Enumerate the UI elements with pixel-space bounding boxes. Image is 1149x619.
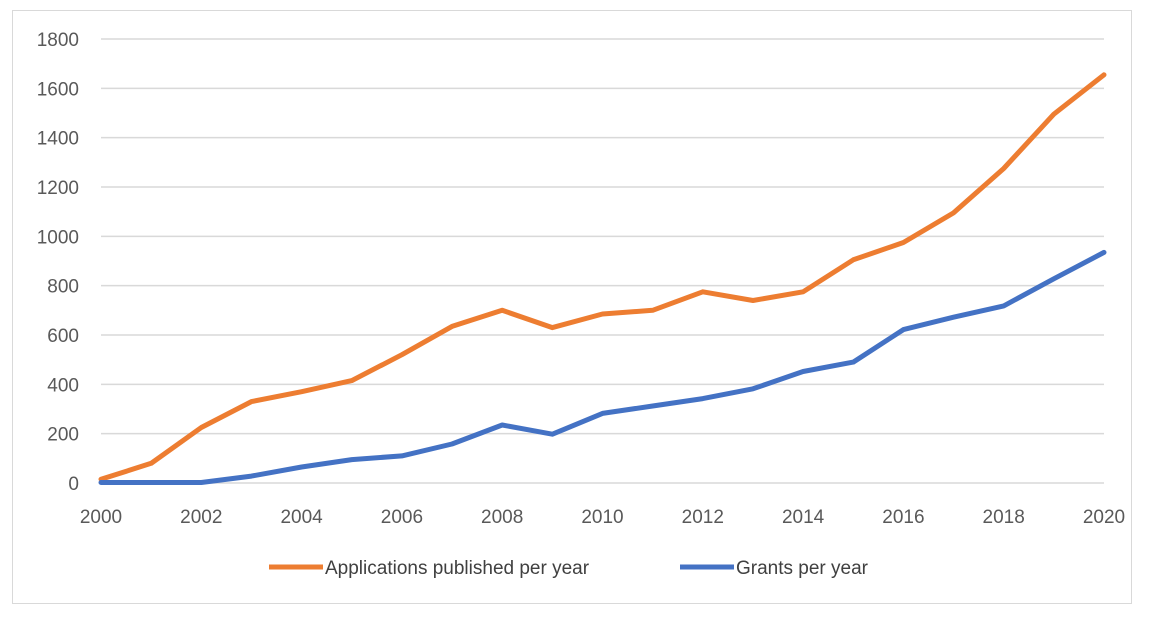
x-tick-label: 2000	[80, 507, 122, 528]
x-tick-label: 2006	[381, 507, 423, 528]
x-tick-label: 2010	[581, 507, 623, 528]
y-tick-label: 1200	[37, 178, 79, 199]
x-tick-label: 2020	[1083, 507, 1125, 528]
x-axis-ticks: 2000 2002 2004 2006 2008 2010 2012 2014 2016 2018…	[80, 507, 1125, 528]
series-lines	[98, 72, 1107, 485]
y-tick-label: 1400	[37, 129, 79, 150]
y-tick-label: 1800	[37, 30, 79, 51]
series-line-grants	[98, 249, 1107, 485]
y-tick-label: 200	[47, 425, 79, 446]
x-tick-label: 2002	[180, 507, 222, 528]
legend-label-grants: Grants per year	[736, 558, 869, 579]
y-tick-label: 1000	[37, 227, 79, 248]
x-tick-label: 2012	[682, 507, 724, 528]
y-tick-label: 600	[47, 326, 79, 347]
x-tick-label: 2008	[481, 507, 523, 528]
legend: Applications published per year Grants p…	[269, 558, 869, 579]
chart-frame: 0 200 400 600 800 1000 1200 1400 1600 1800 2000 20…	[12, 10, 1132, 604]
x-tick-label: 2004	[280, 507, 323, 528]
y-tick-label: 1600	[37, 79, 79, 100]
y-tick-label: 0	[68, 474, 79, 495]
legend-label-applications: Applications published per year	[325, 558, 590, 579]
gridlines	[101, 38, 1104, 484]
y-axis-ticks: 0 200 400 600 800 1000 1200 1400 1600 1800	[37, 30, 79, 495]
x-tick-label: 2016	[882, 507, 924, 528]
y-tick-label: 400	[47, 375, 79, 396]
x-tick-label: 2018	[983, 507, 1025, 528]
series-line-applications	[98, 72, 1107, 482]
y-tick-label: 800	[47, 277, 79, 298]
x-tick-label: 2014	[782, 507, 825, 528]
